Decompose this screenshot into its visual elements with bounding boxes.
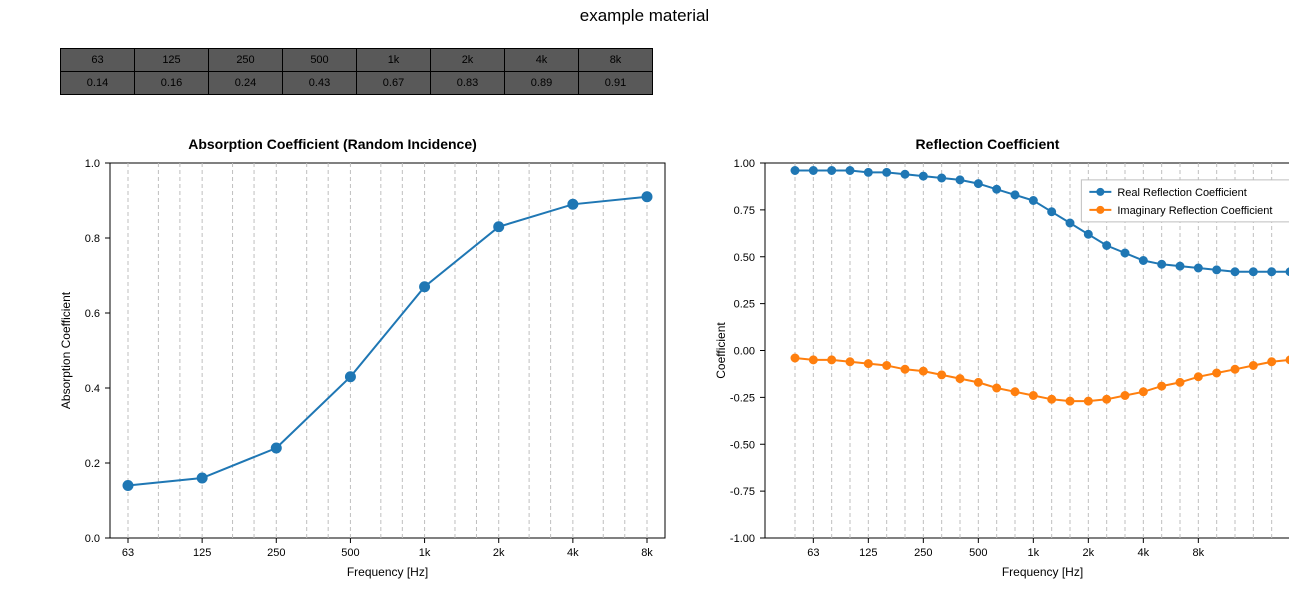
svg-text:Real Reflection Coefficient: Real Reflection Coefficient xyxy=(1117,187,1246,199)
table-header-cell: 1k xyxy=(357,49,431,72)
svg-text:500: 500 xyxy=(969,547,987,559)
table-value-cell: 0.16 xyxy=(135,72,209,95)
svg-text:1.00: 1.00 xyxy=(734,158,755,170)
svg-text:1k: 1k xyxy=(419,547,431,559)
svg-text:1k: 1k xyxy=(1028,547,1040,559)
svg-text:250: 250 xyxy=(267,547,285,559)
absorption-chart-title: Absorption Coefficient (Random Incidence… xyxy=(55,136,610,152)
svg-text:4k: 4k xyxy=(567,547,579,559)
svg-text:8k: 8k xyxy=(641,547,653,559)
table-header-cell: 8k xyxy=(579,49,653,72)
reflection-chart: Reflection Coefficient 631252505001k2k4k… xyxy=(710,158,1265,533)
table-header-cell: 2k xyxy=(431,49,505,72)
table-header-cell: 63 xyxy=(61,49,135,72)
table-value-cell: 0.89 xyxy=(505,72,579,95)
svg-text:2k: 2k xyxy=(1083,547,1095,559)
svg-text:0.4: 0.4 xyxy=(85,383,100,395)
page-title: example material xyxy=(0,6,1289,26)
table-value-cell: 0.91 xyxy=(579,72,653,95)
figure-root: example material 631252505001k2k4k8k 0.1… xyxy=(0,0,1289,592)
svg-text:125: 125 xyxy=(193,547,211,559)
svg-text:Coefficient: Coefficient xyxy=(714,322,728,379)
svg-text:-1.00: -1.00 xyxy=(730,533,755,545)
table-header-cell: 4k xyxy=(505,49,579,72)
svg-text:500: 500 xyxy=(341,547,359,559)
table-header-cell: 250 xyxy=(209,49,283,72)
table-value-cell: 0.67 xyxy=(357,72,431,95)
svg-text:0.8: 0.8 xyxy=(85,233,100,245)
svg-text:250: 250 xyxy=(914,547,932,559)
table-value-cell: 0.43 xyxy=(283,72,357,95)
svg-text:4k: 4k xyxy=(1138,547,1150,559)
svg-text:0.0: 0.0 xyxy=(85,533,100,545)
svg-text:0.00: 0.00 xyxy=(734,346,755,358)
table-value-cell: 0.14 xyxy=(61,72,135,95)
svg-text:125: 125 xyxy=(859,547,877,559)
absorption-table: 631252505001k2k4k8k 0.140.160.240.430.67… xyxy=(60,48,653,95)
svg-text:0.6: 0.6 xyxy=(85,308,100,320)
svg-text:-0.25: -0.25 xyxy=(730,392,755,404)
svg-text:Frequency [Hz]: Frequency [Hz] xyxy=(347,565,428,579)
svg-text:0.50: 0.50 xyxy=(734,252,755,264)
svg-text:0.25: 0.25 xyxy=(734,299,755,311)
table-value-cell: 0.83 xyxy=(431,72,505,95)
svg-text:-0.50: -0.50 xyxy=(730,439,755,451)
svg-text:Frequency [Hz]: Frequency [Hz] xyxy=(1002,565,1083,579)
table-header-cell: 125 xyxy=(135,49,209,72)
svg-text:2k: 2k xyxy=(493,547,505,559)
svg-text:63: 63 xyxy=(807,547,819,559)
svg-text:Absorption Coefficient: Absorption Coefficient xyxy=(59,291,73,409)
svg-text:0.75: 0.75 xyxy=(734,205,755,217)
svg-text:63: 63 xyxy=(122,547,134,559)
svg-text:8k: 8k xyxy=(1193,547,1205,559)
svg-text:1.0: 1.0 xyxy=(85,158,100,170)
table-header-cell: 500 xyxy=(283,49,357,72)
svg-text:Imaginary Reflection Coefficie: Imaginary Reflection Coefficient xyxy=(1117,205,1272,217)
reflection-chart-title: Reflection Coefficient xyxy=(710,136,1265,152)
svg-text:-0.75: -0.75 xyxy=(730,486,755,498)
svg-text:0.2: 0.2 xyxy=(85,458,100,470)
table-value-cell: 0.24 xyxy=(209,72,283,95)
absorption-chart: Absorption Coefficient (Random Incidence… xyxy=(55,158,610,533)
